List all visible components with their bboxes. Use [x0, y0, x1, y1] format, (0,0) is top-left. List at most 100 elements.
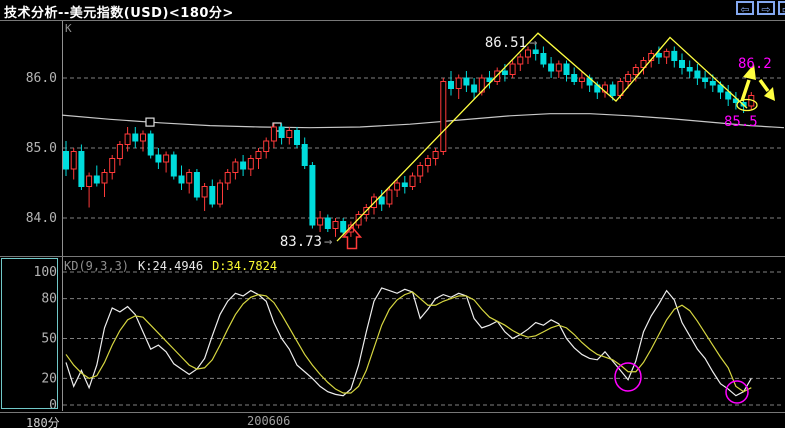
axis-tick-label: 80 [41, 292, 57, 307]
candle-down [193, 172, 200, 198]
candle-down [340, 221, 347, 233]
candle-down [170, 154, 177, 177]
candle-down [155, 154, 162, 163]
window-box-button[interactable]: ▭ [778, 1, 785, 16]
scroll-left-button[interactable]: ⇦ [736, 1, 754, 16]
candle-up [124, 133, 131, 145]
candle-up [286, 130, 293, 138]
candle-down [78, 151, 85, 187]
candle-down [548, 63, 555, 72]
status-bar: 180分 200606 [0, 412, 785, 428]
candle-up [224, 172, 231, 184]
candle-up [247, 158, 254, 170]
candle-up [417, 165, 424, 177]
candle-up [163, 154, 170, 163]
candle-down [401, 182, 408, 187]
candle-down [532, 49, 539, 54]
candle-up [632, 67, 639, 75]
candle-up [355, 214, 362, 226]
candle-up [455, 77, 462, 89]
zigzag-line [336, 32, 748, 242]
candle-down [471, 84, 478, 93]
candle-down [540, 53, 547, 65]
candle-up [140, 133, 146, 142]
peak-arrow: → [529, 35, 537, 51]
kd-indicator-header: KD(9,3,3) K:24.4946 D:34.7824 [64, 259, 286, 273]
axis-tick-label: 86.0 [26, 71, 57, 86]
kd-pane-selection-frame [1, 258, 58, 409]
candle-up [440, 81, 447, 152]
interval-label: 180分 [26, 416, 60, 428]
main-pane-label: K [65, 22, 72, 35]
title-bar: 技术分析--美元指数(USD)<180分> ⇦ ⇨ ▭ [0, 0, 785, 21]
candle-down [679, 60, 685, 68]
candle-down [709, 81, 716, 86]
candle-up [424, 158, 431, 166]
left-arrow-icon: ⇦ [740, 3, 750, 16]
down-target-arrowhead-icon [764, 87, 775, 101]
target-high-label: 86.2 [738, 56, 772, 72]
candle-up [555, 63, 562, 72]
candle-up [640, 60, 647, 68]
candle-up [509, 63, 516, 75]
candle-down [240, 161, 247, 170]
candle-up [217, 182, 223, 205]
candle-down [324, 217, 331, 229]
date-label: 200606 [247, 414, 291, 428]
candle-up [116, 144, 123, 159]
trough-arrow: → [324, 234, 332, 250]
d-line [65, 291, 752, 394]
kd-signal-circle-icon [614, 362, 642, 392]
buy-signal-arrow-icon [341, 225, 363, 250]
k-line [65, 287, 752, 397]
candle-down [93, 175, 100, 184]
candle-up [332, 221, 339, 229]
candle-up [186, 172, 193, 184]
candle-up [432, 151, 439, 159]
target-low-label: 85.5 [724, 114, 758, 130]
candle-up [201, 186, 208, 198]
candle-down [448, 81, 454, 89]
up-target-arrow-icon [740, 79, 751, 102]
candle-down [717, 84, 724, 93]
axis-tick-label: 85.0 [26, 141, 57, 156]
candle-down [694, 70, 701, 79]
candle-down [209, 186, 216, 205]
candle-up [525, 49, 531, 58]
candle-up [86, 175, 93, 187]
candle-up [394, 182, 401, 191]
candle-down [63, 151, 69, 170]
candle-up [70, 151, 77, 170]
right-arrow-icon: ⇨ [761, 3, 771, 16]
candle-down [501, 70, 508, 75]
candle-down [702, 77, 709, 82]
candle-down [686, 67, 693, 72]
candle-down [563, 63, 570, 75]
kd-signal-circle-icon [725, 380, 749, 404]
candle-down [278, 126, 285, 138]
peak-price-label: 86.51 [485, 35, 527, 51]
candle-down [725, 91, 732, 100]
candle-down [147, 133, 154, 156]
scroll-right-button[interactable]: ⇨ [757, 1, 775, 16]
up-target-arrowhead-icon [743, 64, 756, 80]
candle-up [255, 151, 262, 159]
kd-d-value: D:34.7824 [212, 259, 278, 273]
kd-k-value: K:24.4946 [138, 259, 204, 273]
candle-down [486, 77, 493, 82]
box-icon: ▭ [782, 3, 785, 16]
axis-tick-label: 20 [41, 371, 57, 386]
candle-up [386, 189, 393, 205]
trough-price-label: 83.73 [280, 234, 322, 250]
down-target-arrow-icon [758, 78, 770, 93]
candle-up [663, 50, 670, 58]
candle-down [609, 84, 616, 96]
candle-up [409, 175, 416, 187]
ma-marker-icon [145, 117, 155, 127]
kd-indicator-name: KD(9,3,3) [64, 259, 130, 273]
candle-up [109, 158, 116, 173]
candle-down [655, 53, 662, 58]
axis-tick-label: 50 [41, 332, 57, 347]
candle-up [232, 161, 239, 173]
